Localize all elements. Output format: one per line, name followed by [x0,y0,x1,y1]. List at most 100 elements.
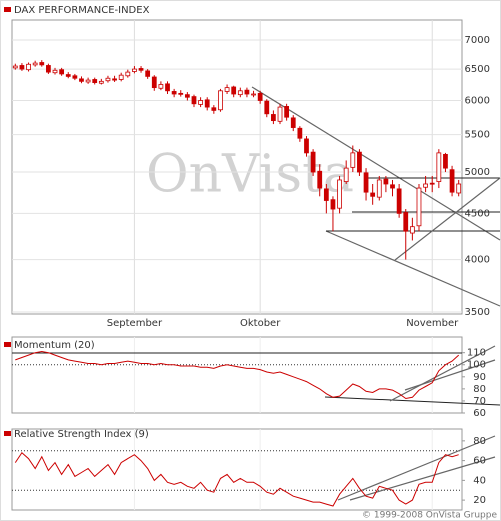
candle-body [264,100,270,115]
y-tick-label: 80 [473,436,486,447]
candle-body [165,83,170,92]
y-tick-label: 7000 [465,35,490,46]
candle-body [204,99,210,108]
title-marker [4,431,11,436]
candle-body [429,182,435,185]
candle-body [370,192,376,197]
candle-body [449,169,455,193]
candle-body [52,69,58,74]
x-tick-label: November [406,318,459,329]
chart-title: DAX PERFORMANCE-INDEX [14,5,150,16]
trend-line [251,86,501,241]
y-tick-label: 5000 [465,167,490,178]
x-tick-label: September [107,318,163,329]
candle-body [277,106,283,122]
trend-line [404,359,496,391]
candle-body [224,87,230,92]
candle-body [244,89,250,95]
y-tick-label: 3500 [465,307,490,318]
candle-body [39,62,45,66]
y-tick-label: 90 [473,372,486,383]
candle-body [72,75,78,79]
y-tick-label: 100 [467,360,486,371]
trend-line [337,435,496,501]
candle-body [343,167,349,182]
candle-body [251,93,256,96]
candle-body [19,65,25,70]
candle-body [151,76,157,89]
candle-body [456,183,462,194]
candle-body [65,74,71,77]
candle-body [257,92,263,101]
candle-body [443,153,448,169]
candle-body [304,138,309,154]
candle-body [390,184,395,189]
candle-body [178,92,184,95]
candle-body [191,96,197,105]
candle-body [310,151,316,173]
candle-body [436,152,442,182]
candle-body [383,178,389,185]
trend-line [394,177,501,261]
y-tick-label: 80 [473,384,486,395]
candle-body [284,106,290,118]
main-frame [11,19,463,315]
candle-body [12,65,18,69]
rsi-frame [11,428,463,511]
panel-title: Momentum (20) [14,340,95,351]
candle-body [396,188,402,214]
watermark: OnVista [146,145,354,205]
y-tick-label: 70 [473,396,486,407]
candle-body [118,74,124,80]
candle-body [290,117,296,128]
candle-body [112,78,117,81]
candle-body [105,77,111,82]
y-tick-label: 6000 [465,95,490,106]
trend-line [324,396,501,406]
y-tick-label: 60 [473,456,486,467]
candle-body [198,100,203,105]
candle-body [26,63,31,71]
indicator-line [15,350,460,400]
candle-body [46,65,51,73]
candle-body [231,86,237,95]
candle-body [132,68,137,72]
candle-body [357,151,362,173]
x-tick-label: Oktober [240,318,281,329]
trend-lines [12,86,501,501]
candle-body [416,187,422,227]
candle-body [125,71,131,77]
candle-body [211,107,217,111]
trend-line [325,230,501,307]
candle-body [85,79,91,83]
title-marker [4,342,11,347]
y-tick-label: 5500 [465,130,490,141]
candle-body [337,179,342,209]
candle-body [317,170,323,189]
candle-body [98,80,104,84]
candle-body [323,188,329,201]
trend-line [389,345,496,402]
y-tick-label: 60 [473,408,486,419]
candle-body [409,226,415,234]
candle-body [330,199,336,210]
y-tick-label: 4500 [465,208,490,219]
candle-body [218,90,223,111]
candle-body [92,79,98,83]
candle-body [350,152,356,168]
candle-body [363,172,369,193]
y-tick-label: 40 [473,475,486,486]
candle-body [297,127,303,139]
candle-body [158,84,164,89]
title-marker [4,7,11,12]
candle-body [237,90,243,96]
candle-body [171,91,177,95]
indicator-line [14,451,459,507]
footer: © 1999-2008 OnVista Gruppe [362,511,497,521]
candle-body [403,212,409,232]
y-tick-label: 6500 [465,64,490,75]
y-tick-label: 110 [467,348,486,359]
candle-body [79,78,84,82]
